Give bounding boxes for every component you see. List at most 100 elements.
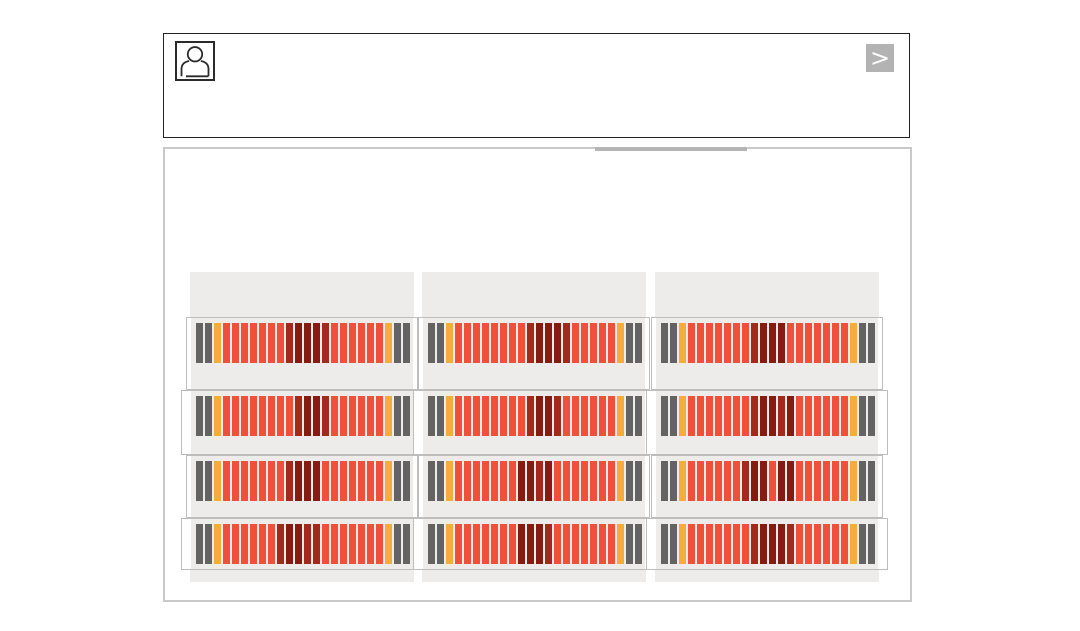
red-slot [241,396,248,436]
shelf-row-3[interactable] [651,455,883,518]
red-slot [250,524,257,564]
shelf-row-4[interactable] [181,518,423,570]
gray-cap-slot [859,396,866,436]
red-slot [715,323,722,363]
red-slot [455,323,462,363]
orange-slot [446,461,453,501]
slot-bars [661,396,875,436]
orange-slot [850,323,857,363]
maroon-slot [778,524,785,564]
gray-cap-slot [670,396,677,436]
red-slot [331,524,338,564]
gray-cap-slot [428,461,435,501]
shelf-row-4[interactable] [646,518,888,570]
red-slot [697,323,704,363]
maroon-slot [769,396,776,436]
panel-top-scroll-indicator[interactable] [595,147,747,151]
orange-slot [214,524,221,564]
shelf-row-2[interactable] [646,390,888,455]
maroon-slot [778,323,785,363]
red-slot [688,524,695,564]
red-slot [688,396,695,436]
red-slot [268,524,275,564]
gray-cap-slot [670,524,677,564]
red-slot [367,396,374,436]
red-slot [805,461,812,501]
red-slot [823,396,830,436]
red-slot [724,461,731,501]
red-slot [823,461,830,501]
gray-cap-slot [205,323,212,363]
red-slot [358,461,365,501]
maroon-slot [554,323,561,363]
maroon-slot [286,524,293,564]
red-slot [482,461,489,501]
gray-cap-slot [403,524,410,564]
shelf-row-1[interactable] [418,317,650,390]
orange-slot [679,323,686,363]
dark-red-slot [554,396,561,436]
dark-red-slot [751,323,758,363]
maroon-slot [760,396,767,436]
dark-red-slot [563,323,570,363]
shelf-row-3[interactable] [418,455,650,518]
next-button[interactable]: > [866,44,894,72]
shelf-row-1[interactable] [651,317,883,390]
red-slot [697,396,704,436]
red-slot [259,323,266,363]
dark-red-slot [742,461,749,501]
red-slot [358,396,365,436]
shelf-row-4[interactable] [413,518,655,570]
maroon-slot [536,396,543,436]
red-slot [590,524,597,564]
orange-slot [214,461,221,501]
dark-red-slot [527,396,534,436]
slot-bars [428,396,642,436]
dark-red-slot [277,524,284,564]
gray-cap-slot [205,524,212,564]
orange-slot [679,524,686,564]
gray-cap-slot [661,396,668,436]
gray-cap-slot [626,323,633,363]
red-slot [349,461,356,501]
orange-slot [385,323,392,363]
gray-cap-slot [661,524,668,564]
red-slot [376,396,383,436]
red-slot [787,323,794,363]
red-slot [796,524,803,564]
user-avatar-icon[interactable] [175,41,215,81]
shelf-row-2[interactable] [413,390,655,455]
red-slot [724,524,731,564]
red-slot [608,323,615,363]
dark-red-slot [286,323,293,363]
red-slot [599,461,606,501]
gray-cap-slot [196,524,203,564]
red-slot [724,323,731,363]
user-silhouette-icon [180,46,210,78]
red-slot [491,323,498,363]
red-slot [464,396,471,436]
shelf-row-1[interactable] [186,317,418,390]
red-slot [331,396,338,436]
red-slot [841,524,848,564]
red-slot [733,396,740,436]
maroon-slot [545,323,552,363]
red-slot [259,396,266,436]
red-slot [223,323,230,363]
shelf-row-3[interactable] [186,455,418,518]
dark-red-slot [304,524,311,564]
red-slot [455,396,462,436]
shelf-row-2[interactable] [181,390,423,455]
gray-cap-slot [868,524,875,564]
gray-cap-slot [670,461,677,501]
rack-column-2 [413,272,655,582]
maroon-slot [304,461,311,501]
gray-cap-slot [196,461,203,501]
gray-cap-slot [661,323,668,363]
red-slot [814,323,821,363]
maroon-slot [313,396,320,436]
orange-slot [679,396,686,436]
red-slot [599,396,606,436]
gray-cap-slot [196,323,203,363]
maroon-slot [295,524,302,564]
